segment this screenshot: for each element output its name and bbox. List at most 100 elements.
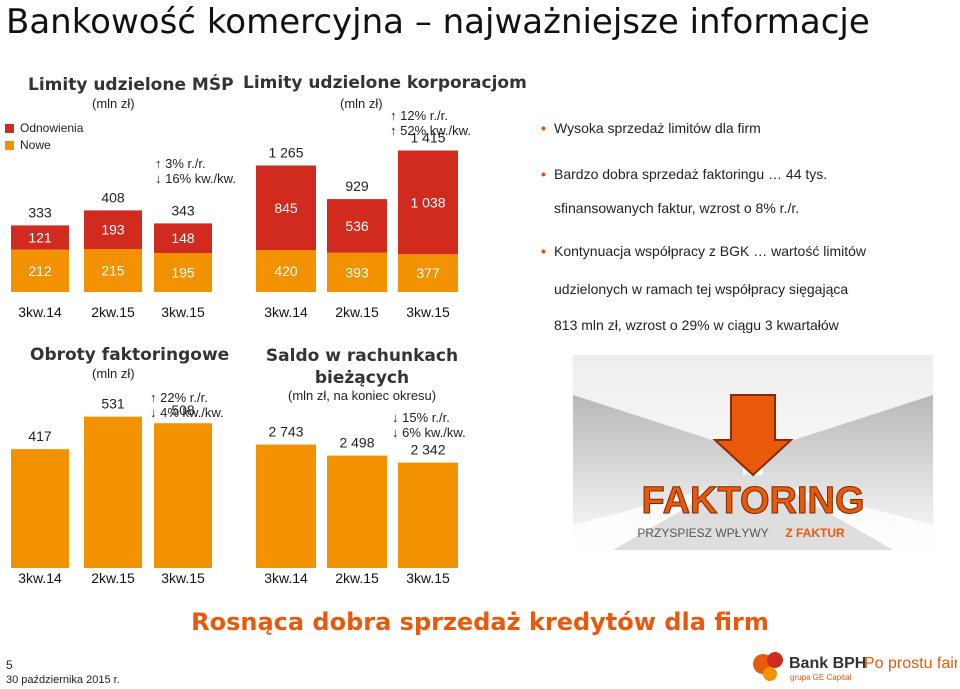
- legend: Odnowienia Nowe: [5, 121, 83, 152]
- chart3-growth-qoq: ↓ 4% kw./kw.: [150, 405, 224, 420]
- chart4-growth-yoy-text: 15% r./r.: [402, 410, 450, 425]
- label-total-1-1: 333: [28, 204, 52, 220]
- bar-renewals-2-3: [398, 150, 458, 255]
- bar-new-1-1: [11, 249, 69, 292]
- legend-item-new: Nowe: [5, 138, 83, 152]
- chart1-unit: (mln zł): [92, 96, 135, 111]
- label-value-4-2: 2 498: [339, 435, 374, 451]
- chart1-title: Limity udzielone MŚP: [28, 75, 234, 95]
- bullet-3-cont1-text: udzielonych w ramach tej współpracy sięg…: [554, 281, 849, 297]
- label-value-4-1: 2 743: [268, 424, 303, 440]
- chart1-growth-qoq: ↓ 16% kw./kw.: [155, 171, 236, 186]
- chart3-growth-yoy-text: 22% r./r.: [160, 390, 208, 405]
- label-total-1-2: 408: [101, 189, 125, 205]
- bar-new-2-1: [256, 250, 316, 292]
- arrow-up-icon: ↑: [390, 108, 397, 123]
- bank-name: Bank BPH: [789, 655, 866, 672]
- floor: [613, 475, 893, 550]
- label-renewals-2-1: 845: [274, 200, 298, 216]
- bullet-2: • Bardzo dobra sprzedaż faktoringu … 44 t…: [541, 166, 828, 182]
- page-number: 5: [6, 658, 13, 672]
- bar-3-3: [154, 423, 212, 568]
- chart2-unit: (mln zł): [340, 96, 383, 111]
- bank-sub: grupa GE Capital: [790, 673, 852, 682]
- bullet-1-text: Wysoka sprzedaż limitów dla firm: [554, 120, 761, 136]
- tick-2-3: 3kw.15: [406, 304, 450, 320]
- arrow-up-icon: ↑: [390, 123, 397, 138]
- promo-tagline-1: PRZYSPIESZ WPŁYWY: [637, 526, 768, 540]
- tick-1-3: 3kw.15: [161, 304, 205, 320]
- chart2-growth-qoq: ↑ 52% kw./kw.: [390, 123, 471, 138]
- chart2-growth-qoq-text: 52% kw./kw.: [400, 123, 471, 138]
- label-renewals-2-3: 1 038: [410, 194, 445, 210]
- label-new-2-1: 420: [274, 263, 298, 279]
- bullet-2-cont-text: sfinansowanych faktur, wzrost o 8% r./r.: [554, 200, 800, 216]
- arrow-down-icon: [712, 394, 794, 477]
- arrow-up-icon: ↑: [155, 156, 162, 171]
- legend-label-new: Nowe: [20, 138, 51, 152]
- arrow-down-icon: ↓: [392, 425, 399, 440]
- label-renewals-2-2: 536: [345, 218, 369, 234]
- bullet-2-text: Bardzo dobra sprzedaż faktoringu … 44 ty…: [554, 166, 828, 182]
- bar-renewals-2-1: [256, 165, 316, 250]
- bar-new-2-3: [398, 254, 458, 292]
- label-new-1-2: 215: [101, 263, 125, 279]
- tick-1-2: 2kw.15: [91, 304, 135, 320]
- left-wall: [573, 395, 743, 525]
- bullet-dot-icon: •: [541, 243, 546, 259]
- bar-new-1-2: [84, 249, 142, 292]
- label-value-3-1: 417: [28, 428, 52, 444]
- arrow-down-icon: ↓: [392, 410, 399, 425]
- legend-swatch-renewals: [5, 124, 14, 134]
- chart4-growth-yoy: ↓ 15% r./r.: [392, 410, 466, 425]
- label-value-3-3: 508: [171, 402, 195, 418]
- chart3-title: Obroty faktoringowe: [30, 345, 230, 365]
- tick-3-3: 3kw.15: [161, 570, 205, 586]
- chart2-growth-yoy-text: 12% r./r.: [400, 108, 448, 123]
- bullet-2-cont: sfinansowanych faktur, wzrost o 8% r./r.: [554, 200, 799, 216]
- bar-renewals-2-2: [327, 199, 387, 253]
- bank-slogan: Po prostu fair: [864, 655, 957, 672]
- bank-logo: Bank BPH grupa GE Capital Po prostu fair: [752, 648, 960, 684]
- logo-circle-3: [763, 667, 777, 681]
- chart3-growth-qoq-text: 4% kw./kw.: [160, 405, 224, 420]
- label-new-2-2: 393: [345, 264, 369, 280]
- bar-new-2-2: [327, 252, 387, 292]
- label-renewals-1-2: 193: [101, 222, 125, 238]
- arrow-down-icon: ↓: [155, 171, 162, 186]
- bullet-3-cont2: 813 mln zł, wzrost o 29% w ciągu 3 kwart…: [554, 317, 839, 333]
- chart4-growth: ↓ 15% r./r. ↓ 6% kw./kw.: [392, 410, 466, 440]
- slide-date: 30 października 2015 r.: [6, 674, 120, 686]
- bank-logo-svg: Bank BPH grupa GE Capital Po prostu fair: [753, 652, 960, 682]
- bullet-3-cont1: udzielonych w ramach tej współpracy sięg…: [554, 281, 848, 297]
- factoring-illustration: FAKTORING PRZYSPIESZ WPŁYWY Z FAKTUR: [573, 355, 933, 555]
- tick-2-2: 2kw.15: [335, 304, 379, 320]
- bar-3-1: [11, 449, 69, 568]
- bullet-dot-icon: •: [541, 120, 546, 136]
- chart1-growth-yoy: ↑ 3% r./r.: [155, 156, 236, 171]
- chart2-growth: ↑ 12% r./r. ↑ 52% kw./kw.: [390, 108, 471, 138]
- label-total-2-3: 1 415: [410, 130, 445, 146]
- bar-4-3: [398, 462, 458, 568]
- tick-3-2: 2kw.15: [91, 570, 135, 586]
- bullet-1: • Wysoka sprzedaż limitów dla firm: [541, 120, 761, 136]
- chart4-unit: (mln zł, na koniec okresu): [288, 388, 437, 403]
- bar-4-2: [327, 455, 387, 568]
- tick-4-2: 2kw.15: [335, 570, 379, 586]
- promo-word: FAKTORING: [641, 480, 864, 522]
- bullet-3: • Kontynuacja współpracy z BGK … wartość …: [541, 243, 866, 259]
- legend-swatch-new: [5, 141, 14, 151]
- tick-1-1: 3kw.14: [18, 304, 62, 320]
- label-value-4-3: 2 342: [410, 442, 445, 458]
- arrow-down-icon: ↓: [150, 405, 157, 420]
- factoring-promo-image: FAKTORING PRZYSPIESZ WPŁYWY Z FAKTUR: [553, 355, 953, 555]
- bar-renewals-1-1: [11, 225, 69, 250]
- label-total-2-1: 1 265: [268, 145, 303, 161]
- label-renewals-1-1: 121: [28, 230, 52, 246]
- chart1-growth-qoq-text: 16% kw./kw.: [165, 171, 236, 186]
- bar-4-1: [256, 444, 316, 568]
- arrow-up-icon: ↑: [150, 390, 157, 405]
- chart3-unit: (mln zł): [92, 366, 135, 381]
- chart4-title: Saldo w rachunkach bieżących: [265, 346, 459, 388]
